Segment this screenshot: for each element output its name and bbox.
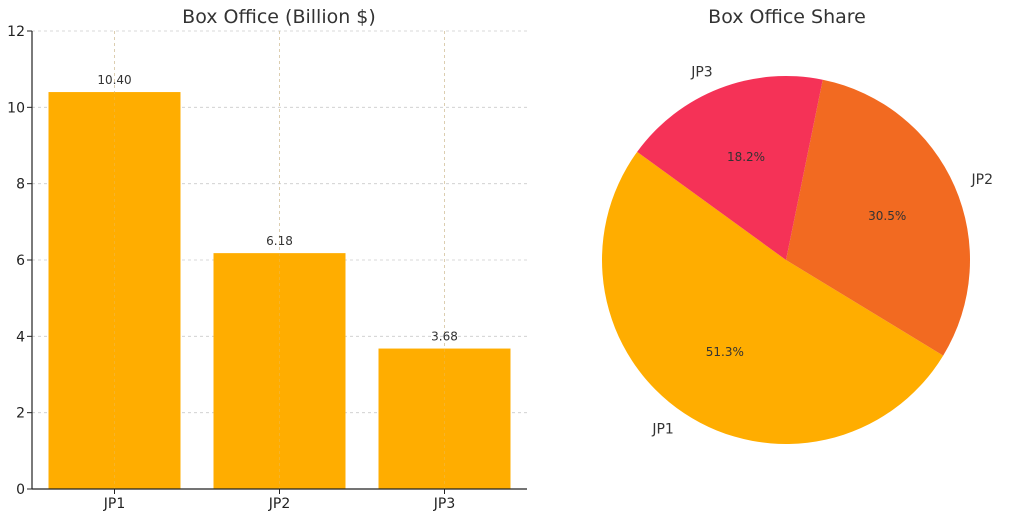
x-tick-label: JP1 xyxy=(103,496,125,512)
bar-value-label: 10.40 xyxy=(97,73,131,87)
pie-slice-labels: JP1 JP2 JP3 xyxy=(651,64,993,437)
bar-value-label: 3.68 xyxy=(431,330,458,344)
pie-label: JP1 xyxy=(651,421,673,437)
pie-label: JP2 xyxy=(971,172,993,188)
bar-series xyxy=(48,31,511,490)
y-tick-label: 6 xyxy=(16,253,25,269)
pie-label: JP3 xyxy=(690,64,712,80)
bar-y-tick-labels: 0 2 4 6 8 10 12 xyxy=(7,24,32,498)
x-tick-label: JP2 xyxy=(268,496,290,512)
bar-data-labels: 10.40 6.18 3.68 xyxy=(97,73,458,343)
y-tick-label: 0 xyxy=(16,482,25,498)
bar-chart-title: Box Office (Billion $) xyxy=(182,6,376,28)
pie-slice-jp2 xyxy=(786,79,970,356)
y-tick-label: 12 xyxy=(7,24,25,40)
y-tick-label: 8 xyxy=(16,177,25,193)
x-tick-label: JP3 xyxy=(433,496,455,512)
pie-chart: Box Office Share JP1 JP2 JP3 51.3% 30.5% 18.… xyxy=(602,6,993,444)
pie-slices xyxy=(602,76,970,444)
pie-slice-jp3 xyxy=(637,76,823,260)
y-tick-label: 2 xyxy=(16,406,25,422)
y-tick-label: 10 xyxy=(7,100,25,116)
pie-percent: 51.3% xyxy=(706,345,744,359)
pie-percent: 18.2% xyxy=(727,150,765,164)
pie-chart-title: Box Office Share xyxy=(708,6,866,28)
y-tick-label: 4 xyxy=(16,329,25,345)
pie-slice-jp1 xyxy=(602,151,944,444)
bar-jp2 xyxy=(213,253,346,489)
bar-x-tick-labels: JP1 JP2 JP3 xyxy=(103,489,455,512)
pie-percent-labels: 51.3% 30.5% 18.2% xyxy=(706,150,906,359)
pie-percent: 30.5% xyxy=(868,209,906,223)
bar-value-label: 6.18 xyxy=(266,234,293,248)
